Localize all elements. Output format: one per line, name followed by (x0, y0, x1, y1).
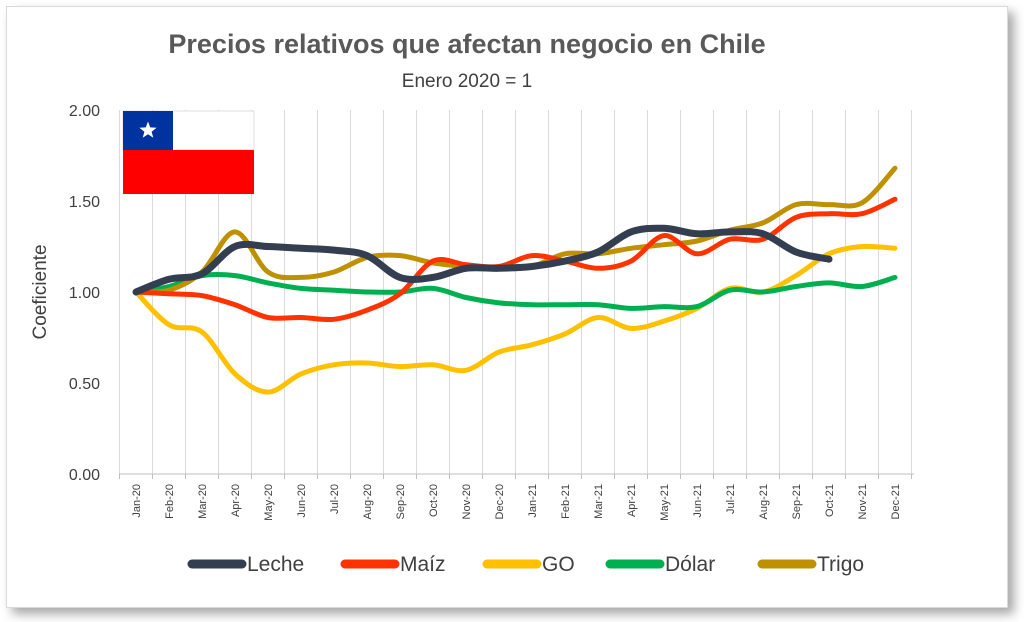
chile-flag-icon (122, 110, 255, 194)
series-line-3 (133, 271, 898, 311)
x-tick-label: Oct-20 (428, 484, 440, 517)
x-tick-label: Oct-21 (824, 484, 836, 517)
x-tick-label: May-21 (659, 484, 671, 521)
y-axis-label: Coeficiente (30, 244, 51, 339)
x-tick-labels: Jan-20 Feb-20 Mar-20 Apr-20 May-20 Jun-20 Jul-… (131, 484, 902, 521)
x-tick-label: Jun-20 (296, 484, 308, 518)
x-tick-label: Jul-20 (329, 484, 341, 514)
x-tick-label: Nov-21 (857, 484, 869, 519)
axes (119, 473, 914, 479)
y-tick-label: 2.00 (69, 103, 100, 120)
x-tick-label: Dec-21 (890, 484, 902, 519)
x-tick-label: Sep-21 (791, 484, 803, 519)
x-tick-label: Jul-21 (725, 484, 737, 514)
series-lines (132, 165, 898, 395)
x-tick-label: Feb-21 (560, 484, 572, 519)
legend-label-0: Leche (247, 553, 304, 576)
legend-label-2: GO (542, 553, 575, 576)
legend-label-3: Dólar (665, 553, 715, 576)
x-tick-label: Jan-20 (131, 484, 143, 518)
x-tick-label: Apr-20 (230, 484, 242, 517)
x-tick-label: Aug-21 (758, 484, 770, 519)
legend-label-1: Maíz (400, 553, 446, 576)
x-tick-label: Mar-20 (197, 484, 209, 519)
x-tick-label: Apr-21 (626, 484, 638, 517)
x-tick-label: Dec-20 (494, 484, 506, 519)
y-tick-label: 1.00 (69, 285, 100, 302)
x-tick-label: Sep-20 (395, 484, 407, 519)
legend-label-4: Trigo (817, 553, 864, 576)
x-tick-label: Feb-20 (164, 484, 176, 519)
y-tick-labels: 0.00 0.50 1.00 1.50 2.00 (69, 103, 100, 484)
x-tick-label: Aug-20 (362, 484, 374, 519)
x-tick-label: May-20 (263, 484, 275, 521)
x-tick-label: Mar-21 (593, 484, 605, 519)
y-tick-label: 1.50 (69, 194, 100, 211)
y-tick-label: 0.50 (69, 376, 100, 393)
x-tick-label: Jan-21 (527, 484, 539, 518)
y-tick-label: 0.00 (69, 467, 100, 484)
x-tick-label: Nov-20 (461, 484, 473, 519)
chart-frame (6, 6, 1008, 608)
legend: Leche Maíz GO Dólar Trigo (187, 553, 864, 576)
x-tick-label: Jun-21 (692, 484, 704, 518)
chart-title: Precios relativos que afectan negocio en… (168, 29, 765, 59)
chart-subtitle: Enero 2020 = 1 (402, 71, 532, 92)
series-line-0 (132, 224, 833, 296)
